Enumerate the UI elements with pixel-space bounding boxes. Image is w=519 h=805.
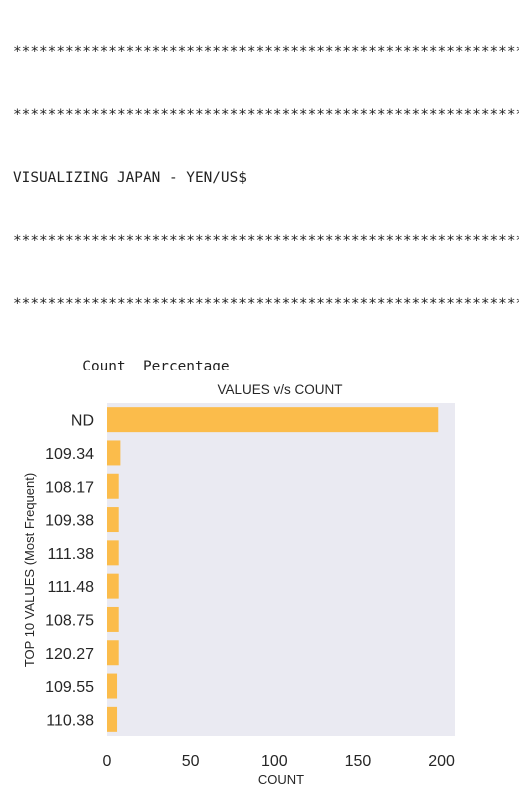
- x-tick-label: 0: [103, 753, 112, 770]
- bar-108.17: [107, 473, 119, 499]
- y-tick-label: ND: [71, 413, 94, 430]
- y-tick-label: 110.38: [46, 712, 94, 729]
- bar-109.34: [107, 440, 121, 466]
- bar-111.38: [107, 540, 119, 566]
- star-divider: ****************************************…: [13, 44, 519, 60]
- star-divider: ****************************************…: [13, 107, 519, 123]
- console-output: ****************************************…: [0, 0, 519, 370]
- y-tick-label: 111.38: [47, 546, 94, 563]
- plot-area: [107, 403, 455, 736]
- y-tick-label: 109.55: [45, 679, 94, 696]
- y-axis-label: TOP 10 VALUES (Most Frequent): [22, 473, 37, 667]
- bar-ND: [107, 407, 439, 433]
- x-tick-labels: 0 50 100 150 200: [103, 753, 456, 770]
- x-tick-label: 200: [428, 753, 455, 770]
- bar-111.48: [107, 573, 119, 599]
- x-axis-label: COUNT: [258, 772, 304, 787]
- star-divider: ****************************************…: [13, 233, 519, 249]
- x-tick-label: 150: [345, 753, 372, 770]
- table-header: Count Percentage: [13, 359, 230, 370]
- y-tick-label: 108.75: [45, 612, 94, 629]
- x-tick-label: 100: [261, 753, 288, 770]
- values-count-chart: VALUES v/s COUNT ND 109.34 108.17 109.38 111…: [22, 382, 456, 787]
- console-heading: VISUALIZING JAPAN - YEN/US$: [13, 170, 247, 186]
- bar-109.38: [107, 507, 119, 533]
- x-tick-label: 50: [182, 753, 200, 770]
- bars-group: [107, 407, 439, 732]
- bar-109.55: [107, 673, 118, 699]
- y-tick-label: 111.48: [47, 579, 94, 596]
- chart-title: VALUES v/s COUNT: [217, 382, 342, 397]
- bar-108.75: [107, 606, 119, 632]
- y-tick-label: 109.34: [45, 446, 94, 463]
- star-divider: ****************************************…: [13, 296, 519, 312]
- bar-110.38: [107, 706, 118, 732]
- y-tick-label: 120.27: [45, 646, 94, 663]
- bar-120.27: [107, 640, 119, 666]
- y-tick-label: 109.38: [45, 513, 94, 530]
- y-tick-label: 108.17: [45, 479, 94, 496]
- y-tick-labels: ND 109.34 108.17 109.38 111.38 111.48 108.75 12…: [45, 413, 94, 730]
